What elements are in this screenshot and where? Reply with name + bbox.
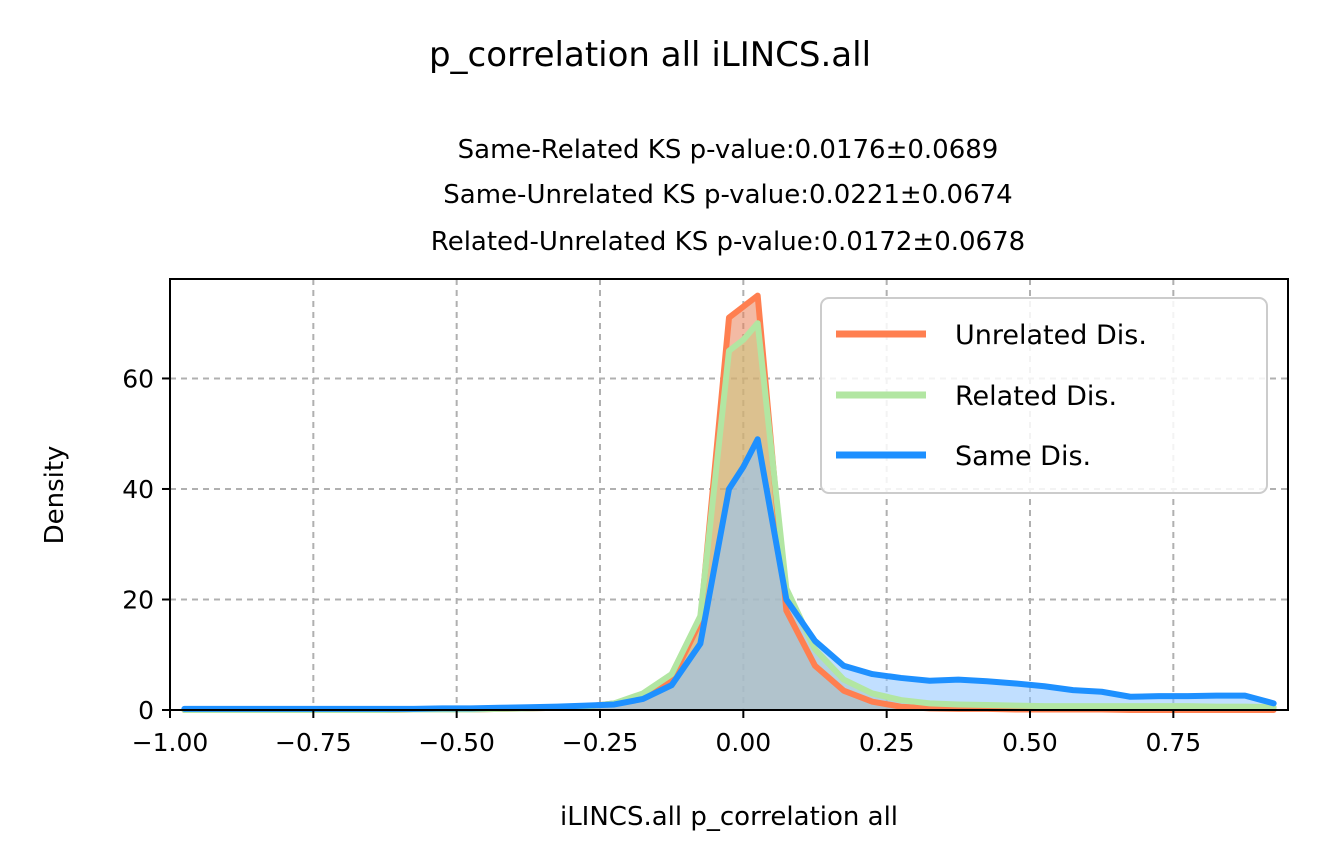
y-tick-label-3: 60	[122, 364, 154, 393]
x-tick-label-0: −1.00	[132, 728, 209, 757]
x-tick-label-6: 0.50	[1002, 728, 1058, 757]
y-tick-label-1: 20	[122, 585, 154, 614]
x-tick-label-4: 0.00	[715, 728, 771, 757]
legend-label-related: Related Dis.	[955, 381, 1117, 412]
area-same-dis	[184, 439, 1274, 710]
subtitle-line-2: Same-Unrelated KS p-value:0.0221±0.0674	[443, 180, 1012, 210]
y-tick-label-0: 0	[138, 696, 154, 725]
y-axis-label: Density	[40, 446, 70, 545]
x-tick-label-5: 0.25	[859, 728, 915, 757]
y-axis-ticks: 0 20 40 60	[122, 364, 170, 725]
x-tick-label-7: 0.75	[1145, 728, 1201, 757]
y-tick-label-2: 40	[122, 475, 154, 504]
x-tick-label-2: −0.50	[418, 728, 495, 757]
legend-box	[820, 297, 1268, 494]
subtitle-line-3: Related-Unrelated KS p-value:0.0172±0.06…	[431, 227, 1025, 257]
plot-frame	[169, 278, 1289, 711]
subtitle-line-1: Same-Related KS p-value:0.0176±0.0689	[458, 135, 999, 165]
chart-legend: Unrelated Dis. Related Dis. Same Dis.	[820, 297, 1268, 494]
x-axis-label: iLINCS.all p_correlation all	[560, 802, 898, 832]
x-axis-ticks: −1.00 −0.75 −0.50 −0.25 0.00 0.25 0.50 0.75	[132, 710, 1201, 757]
x-tick-label-1: −0.75	[275, 728, 352, 757]
legend-label-same: Same Dis.	[955, 441, 1091, 472]
legend-label-unrelated: Unrelated Dis.	[955, 320, 1147, 351]
x-tick-label-3: −0.25	[562, 728, 639, 757]
line-same-dis	[181, 436, 1277, 712]
chart-suptitle: p_correlation all iLINCS.all	[429, 35, 871, 75]
